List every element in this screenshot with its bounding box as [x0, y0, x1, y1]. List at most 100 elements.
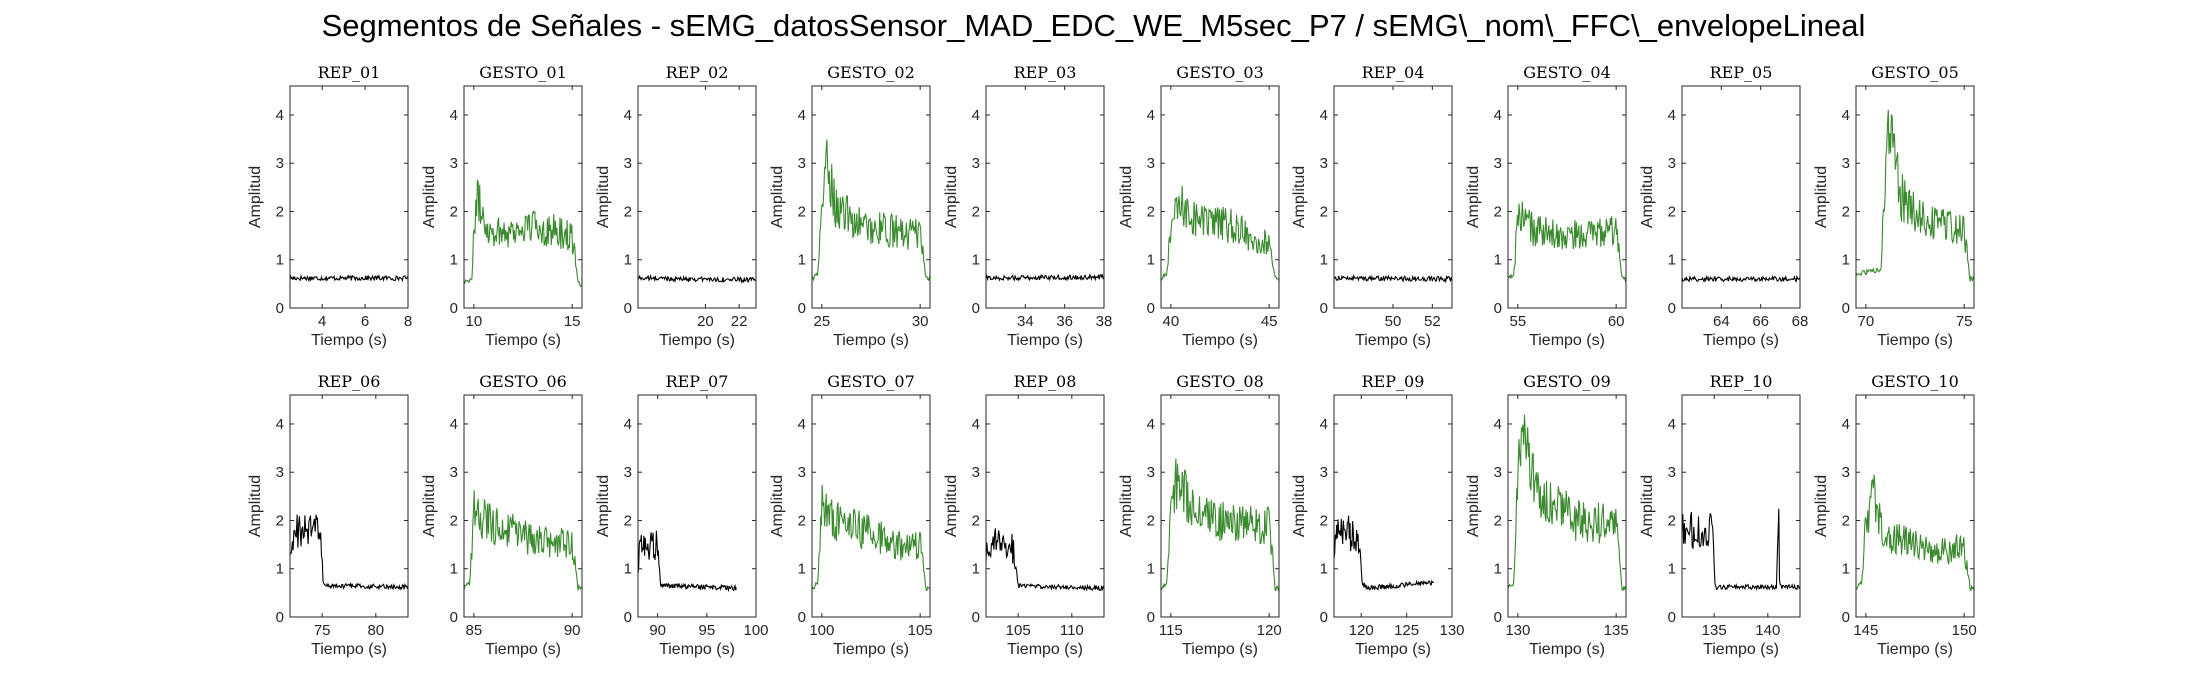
- y-tick-label: 2: [798, 512, 806, 529]
- x-tick-label: 34: [1017, 313, 1034, 330]
- y-tick-label: 0: [972, 609, 980, 626]
- x-tick-label: 110: [1060, 622, 1084, 639]
- x-axis-label: Tiempo (s): [1877, 332, 1953, 349]
- x-axis-label: Tiempo (s): [659, 641, 735, 658]
- y-tick-label: 1: [1842, 252, 1850, 269]
- y-tick-label: 4: [1147, 416, 1155, 433]
- x-tick-label: 120: [1257, 622, 1282, 639]
- y-tick-label: 4: [798, 416, 806, 433]
- x-axis-label: Tiempo (s): [833, 332, 909, 349]
- y-tick-label: 4: [624, 107, 632, 124]
- subplot-rep_06: 0 1 2 3 4 75 80 REP_06 Tiempo (s) Amplitud: [247, 372, 409, 658]
- y-tick-label: 0: [1147, 300, 1155, 317]
- subplot-title: GESTO_02: [827, 63, 915, 82]
- y-tick-label: 2: [1320, 203, 1328, 220]
- subplot-title: REP_03: [1014, 63, 1077, 82]
- x-axis-label: Tiempo (s): [1182, 641, 1258, 658]
- y-tick-label: 1: [276, 561, 284, 578]
- y-tick-label: 2: [276, 512, 284, 529]
- series-line: [637, 530, 737, 593]
- x-tick-label: 8: [404, 313, 412, 330]
- axes-box: [985, 85, 1105, 309]
- y-axis-label: Amplitud: [1118, 166, 1135, 228]
- x-tick-label: 38: [1096, 313, 1113, 330]
- y-tick-label: 1: [798, 252, 806, 269]
- x-tick-label: 100: [743, 622, 768, 639]
- y-tick-label: 4: [1320, 416, 1328, 433]
- y-tick-label: 1: [1147, 561, 1155, 578]
- y-tick-label: 0: [624, 300, 632, 317]
- y-tick-label: 2: [972, 512, 980, 529]
- subplot-gesto_03: 0 1 2 3 4 40 45 GESTO_03 Tiempo (s) Amplitud: [1118, 63, 1280, 349]
- x-tick-label: 50: [1385, 313, 1402, 330]
- x-tick-label: 22: [731, 313, 748, 330]
- x-tick-label: 145: [1853, 622, 1878, 639]
- subplot-title: GESTO_09: [1523, 372, 1611, 391]
- y-tick-label: 3: [450, 464, 458, 481]
- axes-box: [1333, 394, 1453, 618]
- y-axis-label: Amplitud: [1813, 166, 1830, 228]
- y-tick-label: 4: [276, 416, 284, 433]
- y-axis-label: Amplitud: [1465, 475, 1482, 537]
- y-tick-label: 2: [1494, 512, 1502, 529]
- y-tick-label: 3: [798, 464, 806, 481]
- series-line: [811, 484, 931, 592]
- x-axis-label: Tiempo (s): [1529, 641, 1605, 658]
- x-tick-label: 135: [1604, 622, 1629, 639]
- x-tick-label: 45: [1261, 313, 1278, 330]
- y-tick-label: 4: [972, 416, 980, 433]
- axes-box: [1507, 394, 1627, 618]
- y-axis-label: Amplitud: [769, 166, 786, 228]
- y-tick-label: 2: [1147, 512, 1155, 529]
- y-tick-label: 2: [450, 512, 458, 529]
- y-axis-label: Amplitud: [1118, 475, 1135, 537]
- y-tick-label: 1: [972, 252, 980, 269]
- subplot-title: GESTO_03: [1176, 63, 1264, 82]
- y-tick-label: 4: [1842, 107, 1850, 124]
- y-tick-label: 0: [1320, 609, 1328, 626]
- y-tick-label: 1: [1494, 252, 1502, 269]
- y-axis-label: Amplitud: [1813, 475, 1830, 537]
- x-tick-label: 105: [1006, 622, 1031, 639]
- y-tick-label: 1: [1320, 561, 1328, 578]
- subplot-gesto_08: 0 1 2 3 4 115 120 GESTO_08 Tiempo (s) Amplitud: [1118, 372, 1282, 658]
- axes-box: [289, 394, 409, 618]
- x-tick-label: 75: [314, 622, 331, 639]
- y-tick-label: 4: [1842, 416, 1850, 433]
- y-tick-label: 4: [798, 107, 806, 124]
- axes-box: [637, 394, 757, 618]
- y-tick-label: 3: [1668, 464, 1676, 481]
- x-tick-label: 36: [1056, 313, 1073, 330]
- x-tick-label: 150: [1952, 622, 1977, 639]
- x-tick-label: 115: [1159, 622, 1183, 639]
- subplot-title: REP_09: [1362, 372, 1425, 391]
- series-line: [1507, 201, 1627, 283]
- subplot-rep_08: 0 1 2 3 4 105 110 REP_08 Tiempo (s) Amplitud: [943, 372, 1105, 658]
- y-tick-label: 1: [1494, 561, 1502, 578]
- y-tick-label: 2: [1147, 203, 1155, 220]
- series-line: [1333, 273, 1453, 284]
- figure-title: Segmentos de Señales - sEMG_datosSensor_…: [321, 8, 1866, 43]
- subplot-title: REP_05: [1710, 63, 1773, 82]
- subplot-rep_09: 0 1 2 3 4 120 125 130 REP_09 Tiempo (s) Amplitud: [1291, 372, 1465, 658]
- x-tick-label: 85: [465, 622, 482, 639]
- axes-box: [1855, 394, 1975, 618]
- y-tick-label: 2: [624, 512, 632, 529]
- y-tick-label: 3: [624, 155, 632, 172]
- x-tick-label: 25: [813, 313, 830, 330]
- y-tick-label: 3: [1842, 464, 1850, 481]
- y-tick-label: 4: [1494, 107, 1502, 124]
- subplot-title: REP_02: [666, 63, 729, 82]
- x-axis-label: Tiempo (s): [485, 332, 561, 349]
- series-line: [985, 273, 1104, 282]
- axes-box: [811, 394, 931, 618]
- series-line: [289, 274, 409, 283]
- y-tick-label: 1: [798, 561, 806, 578]
- axes-box: [463, 394, 583, 618]
- y-tick-label: 1: [276, 252, 284, 269]
- y-tick-label: 3: [798, 155, 806, 172]
- y-tick-label: 0: [1494, 300, 1502, 317]
- y-tick-label: 2: [798, 203, 806, 220]
- x-axis-label: Tiempo (s): [1703, 641, 1779, 658]
